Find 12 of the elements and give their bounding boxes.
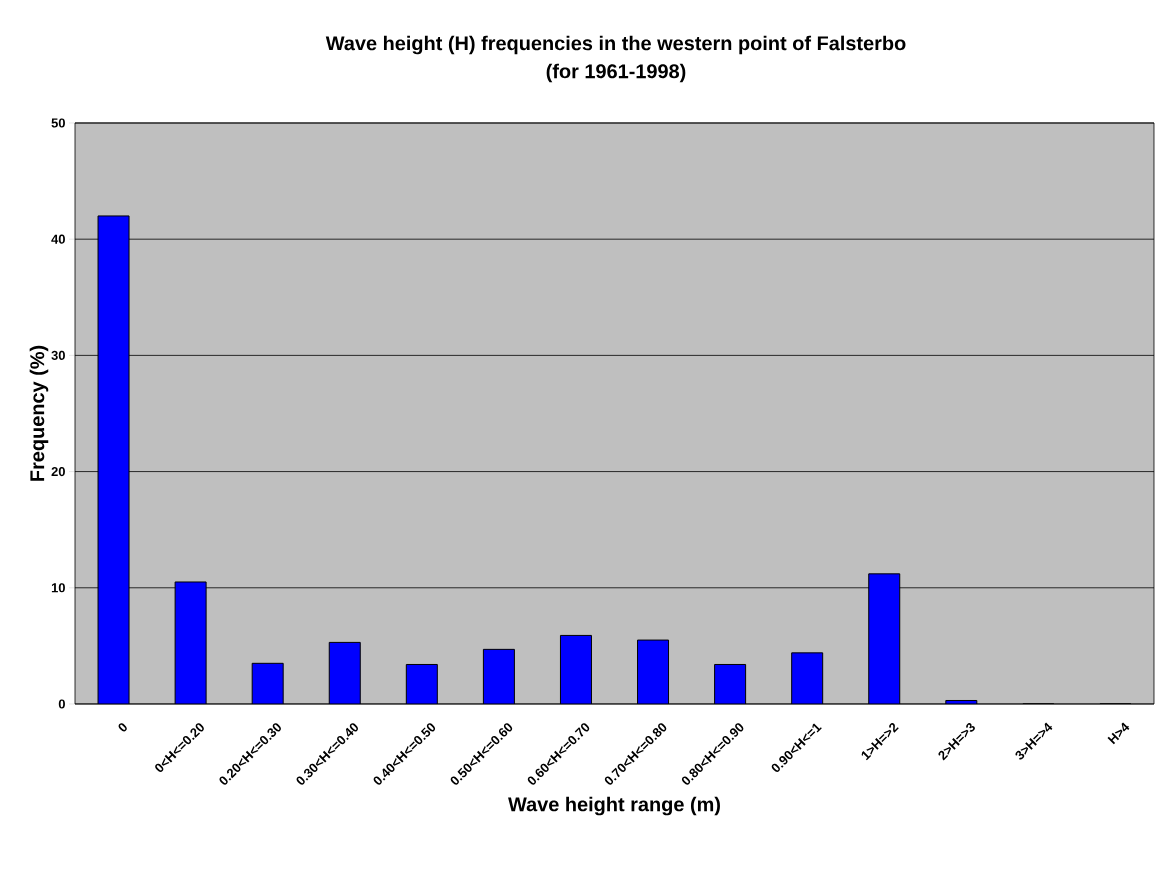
y-tick-label: 40	[51, 234, 65, 244]
y-tick-label: 10	[51, 583, 65, 593]
y-axis-title: Frequency (%)	[29, 345, 49, 481]
x-tick-label: 0	[118, 723, 127, 732]
y-tick-label: 50	[51, 118, 65, 128]
chart-title: Wave height (H) frequencies in the western point of Falsterbo	[325, 35, 906, 55]
y-tick-label: 20	[51, 467, 65, 477]
y-tick-label: 0	[58, 699, 65, 709]
y-tick-label: 30	[51, 350, 65, 360]
chart-subtitle: (for 1961-1998)	[546, 63, 686, 83]
x-tick-label: H>4	[1107, 722, 1130, 745]
x-axis-title: Wave height range (m)	[508, 796, 720, 816]
